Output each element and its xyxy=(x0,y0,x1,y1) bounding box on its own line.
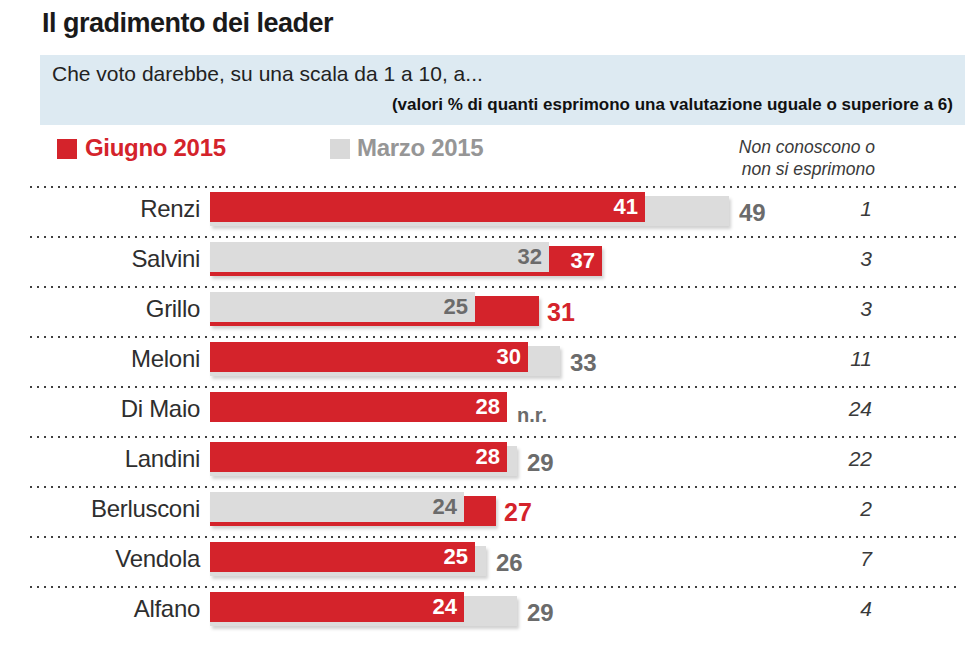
leader-row: Landini 28 29 22 xyxy=(30,436,960,486)
march-value: 24 xyxy=(433,492,457,522)
march-value: 33 xyxy=(570,349,597,377)
row-separator xyxy=(30,286,960,288)
leader-row: Meloni 30 33 11 xyxy=(30,336,960,386)
leader-row: Di Maio 28 n.r. 24 xyxy=(30,386,960,436)
leader-name: Renzi xyxy=(30,195,200,223)
nc-note-line1: Non conoscono o xyxy=(739,137,875,159)
march-bar: 24 xyxy=(210,492,464,522)
leader-row: Salvini 37 32 3 xyxy=(30,236,960,286)
june-value: 41 xyxy=(614,192,638,222)
march-value: 32 xyxy=(518,242,542,272)
leader-name: Di Maio xyxy=(30,395,200,423)
leader-row: Renzi 41 49 1 xyxy=(30,186,960,236)
leader-row: Alfano 24 29 4 xyxy=(30,586,960,636)
nc-value: 24 xyxy=(849,397,872,421)
leader-name: Grillo xyxy=(30,295,200,323)
leader-name: Salvini xyxy=(30,245,200,273)
june-bar: 25 xyxy=(210,542,475,572)
june-bar: 28 xyxy=(210,392,507,422)
march-value: 49 xyxy=(739,199,766,227)
row-separator xyxy=(30,486,960,488)
page-title: Il gradimento dei leader xyxy=(42,8,333,39)
nc-value: 4 xyxy=(860,597,872,621)
chart-rows: Renzi 41 49 1 Salvini 37 32 3 Grillo 25 31 3 Meloni 3… xyxy=(30,186,960,636)
march-value: 29 xyxy=(527,599,554,627)
june-value: 24 xyxy=(433,592,457,622)
leader-name: Landini xyxy=(30,445,200,473)
leader-name: Berlusconi xyxy=(30,495,200,523)
row-separator xyxy=(30,186,960,188)
nc-value: 3 xyxy=(860,247,872,271)
leader-row: Vendola 25 26 7 xyxy=(30,536,960,586)
june-bar: 41 xyxy=(210,192,645,222)
nc-column-note: Non conoscono o non si esprimono xyxy=(739,137,875,181)
march-legend-swatch-icon xyxy=(330,139,350,159)
march-value: 26 xyxy=(496,549,523,577)
row-separator xyxy=(30,536,960,538)
row-separator xyxy=(30,236,960,238)
leader-row: Grillo 25 31 3 xyxy=(30,286,960,336)
june-legend-swatch-icon xyxy=(57,139,77,159)
march-value: n.r. xyxy=(517,404,547,427)
june-legend-label: Giugno 2015 xyxy=(85,134,226,162)
nc-value: 3 xyxy=(860,297,872,321)
leader-name: Vendola xyxy=(30,545,200,573)
question-box: Che voto darebbe, su una scala da 1 a 10… xyxy=(40,55,965,125)
march-legend-label: Marzo 2015 xyxy=(357,134,483,162)
june-value: 28 xyxy=(476,442,500,472)
june-bar: 24 xyxy=(210,592,464,622)
june-value: 31 xyxy=(547,298,575,327)
row-separator xyxy=(30,586,960,588)
june-value: 28 xyxy=(476,392,500,422)
june-bar: 30 xyxy=(210,342,528,372)
question-text: Che voto darebbe, su una scala da 1 a 10… xyxy=(52,62,953,86)
leader-name: Alfano xyxy=(30,595,200,623)
march-value: 29 xyxy=(527,449,554,477)
leader-name: Meloni xyxy=(30,345,200,373)
march-value: 25 xyxy=(444,292,468,322)
june-value: 25 xyxy=(444,542,468,572)
row-separator xyxy=(30,386,960,388)
row-separator xyxy=(30,336,960,338)
march-bar: 32 xyxy=(210,242,549,272)
nc-note-line2: non si esprimono xyxy=(739,159,875,181)
question-note: (valori % di quanti esprimono una valuta… xyxy=(52,95,953,115)
june-value: 30 xyxy=(497,342,521,372)
row-separator xyxy=(30,436,960,438)
nc-value: 2 xyxy=(860,497,872,521)
nc-value: 11 xyxy=(850,347,872,371)
march-bar: 25 xyxy=(210,292,475,322)
june-value: 27 xyxy=(504,498,532,527)
nc-value: 7 xyxy=(860,547,872,571)
leader-row: Berlusconi 24 27 2 xyxy=(30,486,960,536)
nc-value: 22 xyxy=(849,447,872,471)
june-bar: 28 xyxy=(210,442,507,472)
nc-value: 1 xyxy=(860,197,872,221)
june-value: 37 xyxy=(571,246,595,276)
